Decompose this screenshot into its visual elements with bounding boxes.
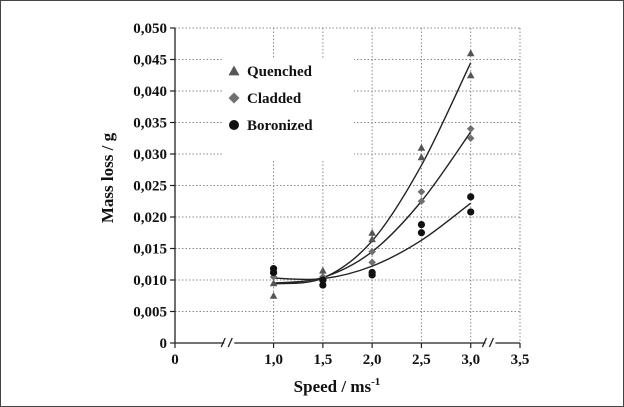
x-axis-label: Speed / ms-1 — [294, 376, 381, 396]
quenched-point — [466, 49, 475, 57]
quenched-point — [269, 279, 278, 287]
cladded-point — [466, 125, 475, 133]
y-tick-label: 0,050 — [133, 21, 167, 37]
x-tick-label: 3,5 — [511, 352, 530, 368]
boronized-legend-label: Boronized — [247, 118, 313, 134]
axis-break-mark — [220, 337, 233, 348]
axes — [170, 27, 521, 348]
quenched-fit-line — [273, 62, 472, 285]
boronized-point — [319, 276, 327, 284]
quenched-point — [417, 153, 426, 161]
x-tick-label: 2,0 — [363, 352, 382, 368]
boronized-point — [467, 208, 475, 216]
boronized-point — [368, 268, 376, 277]
y-tick-label: 0 — [160, 336, 168, 352]
x-tick-label: 1,0 — [264, 352, 283, 368]
y-tick-label: 0,030 — [133, 147, 167, 163]
y-tick-label: 0,010 — [133, 273, 167, 289]
cladded-legend-marker — [228, 92, 240, 104]
boronized-point — [319, 281, 327, 289]
legend: Quenched Cladded Boronized — [222, 58, 354, 160]
y-tick-label: 0,040 — [133, 84, 167, 100]
cladded-point — [417, 197, 426, 206]
boronized-point — [467, 193, 475, 201]
y-axis-label: Mass loss / g — [98, 132, 117, 223]
quenched-legend-label: Quenched — [247, 64, 313, 80]
cladded-point — [417, 188, 426, 196]
x-tick-label: 1,5 — [313, 352, 332, 368]
boronized-point — [417, 220, 426, 229]
y-tick-label: 0,015 — [133, 242, 167, 258]
quenched-legend-marker — [228, 65, 240, 76]
boronized-point — [417, 229, 426, 237]
quenched-point — [269, 291, 278, 299]
quenched-point — [466, 71, 475, 79]
quenched-point — [319, 266, 327, 274]
boronized-legend-marker — [229, 120, 239, 130]
y-tick-label: 0,045 — [133, 53, 167, 69]
y-tick-label: 0,005 — [133, 305, 167, 321]
x-tick-label: 0 — [171, 352, 179, 368]
tick-labels: 0 0,005 0,010 0,015 0,020 0,025 0,030 0,035 0,04… — [133, 21, 529, 368]
cladded-point — [368, 247, 376, 256]
cladded-point — [368, 258, 376, 267]
quenched-point — [368, 235, 376, 243]
x-tick-label: 3,0 — [461, 352, 480, 368]
y-tick-label: 0,020 — [133, 210, 167, 226]
x-tick-label: 2,5 — [412, 352, 431, 368]
legend-background — [222, 58, 354, 160]
quenched-point — [368, 228, 376, 236]
cladded-legend-label: Cladded — [247, 91, 302, 107]
quenched-point — [417, 143, 426, 151]
cladded-point — [466, 134, 475, 143]
y-tick-label: 0,035 — [133, 116, 167, 132]
cladded-fit-line — [273, 131, 472, 284]
data-points — [269, 49, 475, 299]
y-tick-label: 0,025 — [133, 179, 167, 195]
axis-break-mark — [481, 337, 495, 348]
boronized-point — [269, 268, 278, 277]
